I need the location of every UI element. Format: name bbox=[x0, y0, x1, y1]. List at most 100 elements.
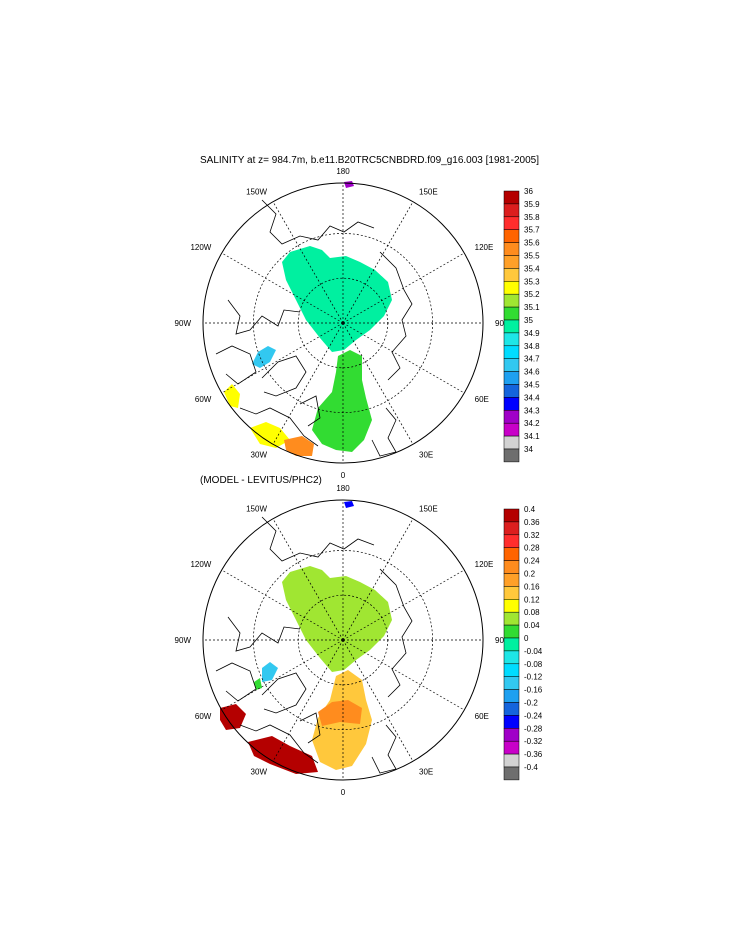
meridian-line bbox=[272, 639, 344, 762]
longitude-label: 30E bbox=[419, 768, 433, 777]
salinity-field bbox=[220, 704, 246, 730]
top-panel-title: SALINITY at z= 984.7m, b.e11.B20TRC5CNBD… bbox=[200, 155, 539, 166]
salinity-field bbox=[252, 346, 276, 368]
colorbar-label: 0.36 bbox=[524, 518, 540, 527]
colorbar-label: 0 bbox=[524, 634, 529, 643]
longitude-label: 150W bbox=[246, 504, 267, 513]
longitude-label: 60E bbox=[475, 712, 489, 721]
colorbar-label: 0.04 bbox=[524, 621, 540, 630]
coastline bbox=[299, 395, 321, 427]
salinity-field bbox=[250, 422, 290, 448]
colorbar-swatch bbox=[503, 586, 520, 600]
salinity-field bbox=[248, 736, 318, 774]
colorbar-swatch bbox=[503, 663, 520, 677]
meridian-line bbox=[272, 518, 344, 641]
colorbar-swatch bbox=[503, 702, 520, 716]
coastline bbox=[261, 516, 375, 562]
colorbar-label: 35.4 bbox=[524, 264, 540, 273]
coastline bbox=[239, 407, 319, 447]
longitude-label: 30E bbox=[419, 451, 433, 460]
map-border bbox=[202, 499, 484, 781]
salinity-field bbox=[318, 700, 362, 726]
colorbar-swatch bbox=[503, 676, 520, 690]
meridian-line bbox=[342, 518, 414, 641]
colorbar-label: -0.32 bbox=[524, 737, 543, 746]
colorbar-swatch bbox=[503, 573, 520, 587]
meridian-line bbox=[342, 201, 414, 324]
coastline bbox=[371, 407, 397, 457]
meridian-line bbox=[272, 201, 344, 324]
longitude-label: 90E bbox=[495, 636, 509, 645]
colorbar-swatch bbox=[503, 521, 520, 536]
salinity-field bbox=[312, 350, 372, 452]
colorbar-label: 35.2 bbox=[524, 290, 540, 299]
colorbar-label: 0.12 bbox=[524, 595, 540, 604]
longitude-label: 180 bbox=[336, 484, 350, 493]
meridian-line bbox=[221, 569, 344, 641]
colorbar-swatch bbox=[503, 740, 520, 755]
longitude-label: 60W bbox=[195, 395, 212, 404]
longitude-label: 120W bbox=[190, 243, 211, 252]
colorbar-label: 0.2 bbox=[524, 570, 536, 579]
coastline bbox=[227, 299, 301, 335]
salinity-field bbox=[284, 436, 314, 456]
colorbar-label: 0.28 bbox=[524, 544, 540, 553]
colorbar-label: 34.6 bbox=[524, 368, 540, 377]
coastline bbox=[379, 251, 413, 381]
colorbar-label: -0.36 bbox=[524, 750, 543, 759]
colorbar-label: 0.4 bbox=[524, 505, 536, 514]
colorbar-label: 35.9 bbox=[524, 200, 540, 209]
colorbar-label: 34.7 bbox=[524, 355, 540, 364]
colorbar-label: 36 bbox=[524, 187, 533, 196]
meridian-line bbox=[342, 639, 414, 762]
coastline bbox=[261, 355, 307, 397]
colorbar-swatch bbox=[503, 611, 520, 626]
colorbar: 36 35.9 35.8 35.7 35.6 35.5 35.4 35.3 35.2 35.1 35… bbox=[503, 187, 540, 463]
polar-map: 180 150E 120E 90E 60E 30E 0 30W 60W 90W 120W 150W bbox=[175, 167, 510, 480]
colorbar-label: -0.08 bbox=[524, 660, 543, 669]
meridian-line bbox=[221, 252, 344, 324]
colorbar-swatch bbox=[503, 766, 520, 781]
polar-map: 180 150E 120E 90E 60E 30E 0 30W 60W 90W 120W 150W bbox=[175, 484, 510, 797]
colorbar-label: 34.4 bbox=[524, 393, 540, 402]
colorbar-swatch bbox=[503, 689, 520, 703]
colorbar-swatch bbox=[503, 753, 520, 768]
coastline bbox=[299, 712, 321, 744]
colorbar-label: 34.1 bbox=[524, 432, 540, 441]
salinity-field bbox=[282, 246, 392, 352]
salinity-field bbox=[224, 384, 240, 408]
longitude-label: 90W bbox=[175, 319, 192, 328]
colorbar-label: 0.08 bbox=[524, 608, 540, 617]
colorbar-swatch bbox=[503, 715, 520, 729]
longitude-label: 180 bbox=[336, 167, 350, 176]
colorbar-swatch bbox=[503, 728, 520, 742]
longitude-label: 60E bbox=[475, 395, 489, 404]
colorbar-swatch bbox=[503, 534, 520, 548]
meridian-line bbox=[221, 639, 344, 711]
colorbar-label: -0.28 bbox=[524, 724, 543, 733]
longitude-label: 30W bbox=[251, 768, 268, 777]
coastline bbox=[379, 568, 413, 698]
colorbar-label: -0.2 bbox=[524, 699, 538, 708]
map-border bbox=[202, 182, 484, 464]
longitude-label: 150E bbox=[419, 504, 438, 513]
coastline bbox=[215, 345, 257, 385]
meridian-line bbox=[272, 322, 344, 445]
colorbar-label: 34.2 bbox=[524, 419, 540, 428]
colorbar-label: -0.4 bbox=[524, 763, 538, 772]
meridian-line bbox=[221, 322, 344, 394]
meridian-line bbox=[342, 569, 465, 641]
meridian-line bbox=[342, 252, 465, 324]
longitude-label: 30W bbox=[251, 451, 268, 460]
colorbar-label: 35 bbox=[524, 316, 533, 325]
colorbar-swatch bbox=[503, 448, 520, 463]
salinity-field bbox=[344, 501, 354, 508]
meridian-line bbox=[342, 322, 465, 394]
colorbar-label: -0.04 bbox=[524, 647, 543, 656]
colorbar-swatch bbox=[503, 508, 520, 523]
colorbar-label: 34 bbox=[524, 445, 533, 454]
colorbar-label: -0.16 bbox=[524, 686, 543, 695]
coastline bbox=[227, 616, 301, 652]
